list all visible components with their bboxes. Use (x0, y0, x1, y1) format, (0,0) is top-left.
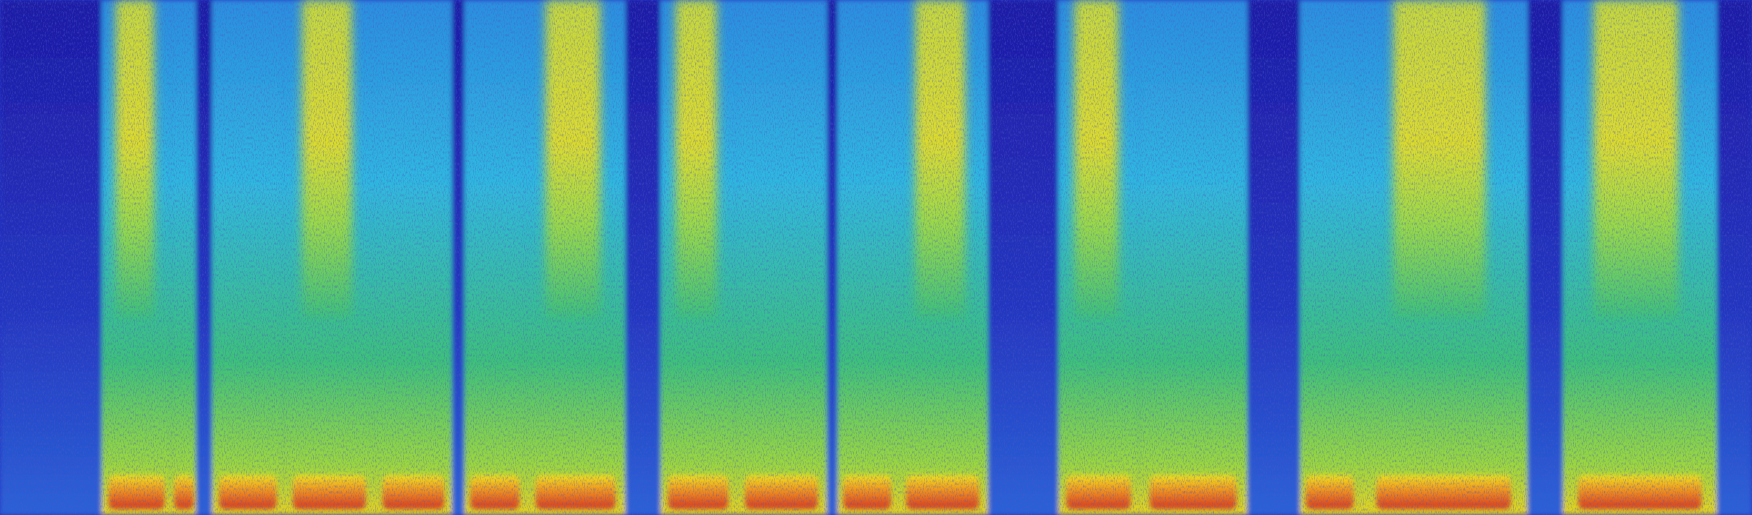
spectrogram-image (0, 0, 1752, 515)
spectrogram-view (0, 0, 1752, 515)
noise-texture (0, 0, 1752, 515)
